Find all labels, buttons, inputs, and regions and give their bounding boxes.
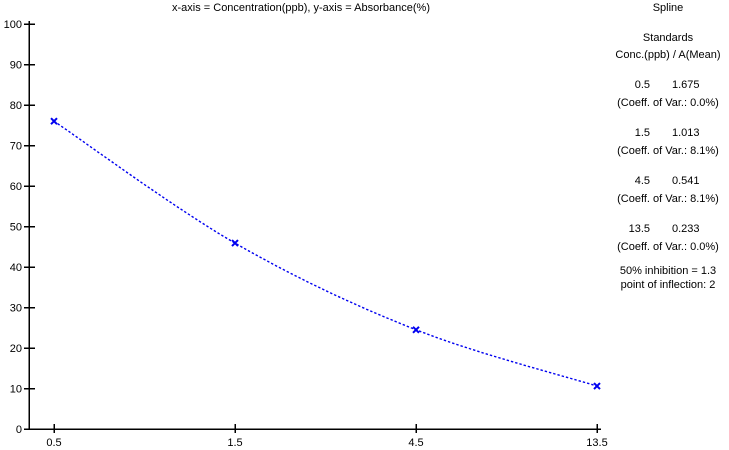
marker-stroke <box>50 117 58 125</box>
y-axis-tick-label: 10 <box>10 384 22 396</box>
x-axis-tick-label: 4.5 <box>408 437 423 449</box>
y-axis-tick-label: 20 <box>10 343 22 355</box>
marker-stroke <box>231 239 239 247</box>
standard-row: 4.5 0.541 <box>607 175 729 187</box>
data-point-marker <box>412 326 420 334</box>
y-axis-tick-label: 70 <box>10 141 22 153</box>
standard-mean: 1.675 <box>672 79 700 91</box>
y-axis-tick-label: 0 <box>16 424 22 436</box>
standards-heading: Standards <box>642 32 694 44</box>
marker-stroke <box>593 382 601 390</box>
standard-mean: 1.013 <box>672 127 700 139</box>
data-point-marker <box>50 117 58 125</box>
spline-curve <box>53 120 598 387</box>
y-axis-tick-label: 90 <box>10 60 22 72</box>
y-axis-tick-label: 100 <box>4 19 22 31</box>
inflection-note: point of inflection: 2 <box>620 279 716 291</box>
y-axis-tick-label: 50 <box>10 222 22 234</box>
standard-mean: 0.233 <box>672 223 700 235</box>
inhibition-note: 50% inhibition = 1.3 <box>619 265 717 277</box>
standard-cov: (Coeff. of Var.: 0.0%) <box>617 241 719 253</box>
standard-row: 13.5 0.233 <box>607 223 729 235</box>
x-axis-tick-label: 1.5 <box>227 437 242 449</box>
standard-cov: (Coeff. of Var.: 8.1%) <box>617 193 719 205</box>
chart-title: x-axis = Concentration(ppb), y-axis = Ab… <box>171 2 430 14</box>
standard-cov: (Coeff. of Var.: 8.1%) <box>617 145 719 157</box>
data-point-marker <box>231 239 239 247</box>
method-label: Spline <box>652 2 684 14</box>
results-panel: Spline Standards Conc.(ppb) / A(Mean) 0.… <box>607 0 729 450</box>
x-axis-tick-label: 0.5 <box>46 437 61 449</box>
y-axis-tick-label: 30 <box>10 303 22 315</box>
standards-subheading: Conc.(ppb) / A(Mean) <box>615 49 721 61</box>
standard-mean: 0.541 <box>672 175 700 187</box>
standard-conc: 1.5 <box>634 127 650 139</box>
x-axis-tick-label: 13.5 <box>586 437 607 449</box>
standard-conc: 4.5 <box>634 175 650 187</box>
standard-conc: 0.5 <box>634 79 650 91</box>
y-axis-tick-label: 60 <box>10 181 22 193</box>
standard-row: 1.5 1.013 <box>607 127 729 139</box>
y-axis-tick-label: 40 <box>10 262 22 274</box>
standard-cov: (Coeff. of Var.: 0.0%) <box>617 97 719 109</box>
marker-stroke <box>412 326 420 334</box>
y-axis-tick-label: 80 <box>10 100 22 112</box>
standard-conc: 13.5 <box>628 223 650 235</box>
standard-row: 0.5 1.675 <box>607 79 729 91</box>
data-point-marker <box>593 382 601 390</box>
